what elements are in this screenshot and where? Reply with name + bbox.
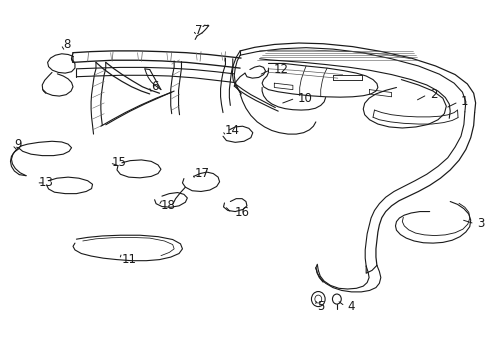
Text: 15: 15 [112, 156, 127, 169]
Text: 18: 18 [161, 199, 176, 212]
Text: 8: 8 [63, 38, 71, 51]
Text: 4: 4 [347, 300, 355, 313]
Text: 11: 11 [122, 253, 137, 266]
Text: 3: 3 [477, 217, 485, 230]
Text: 7: 7 [195, 24, 203, 37]
Text: 17: 17 [195, 167, 210, 180]
Text: 2: 2 [430, 88, 437, 101]
Text: 13: 13 [39, 176, 54, 189]
Text: 10: 10 [298, 92, 313, 105]
Text: 12: 12 [273, 63, 288, 76]
Text: 9: 9 [14, 138, 22, 151]
Text: 6: 6 [151, 80, 159, 93]
Text: 14: 14 [224, 124, 240, 137]
Text: 16: 16 [234, 207, 249, 220]
Text: 5: 5 [318, 300, 325, 313]
Text: 1: 1 [461, 95, 468, 108]
